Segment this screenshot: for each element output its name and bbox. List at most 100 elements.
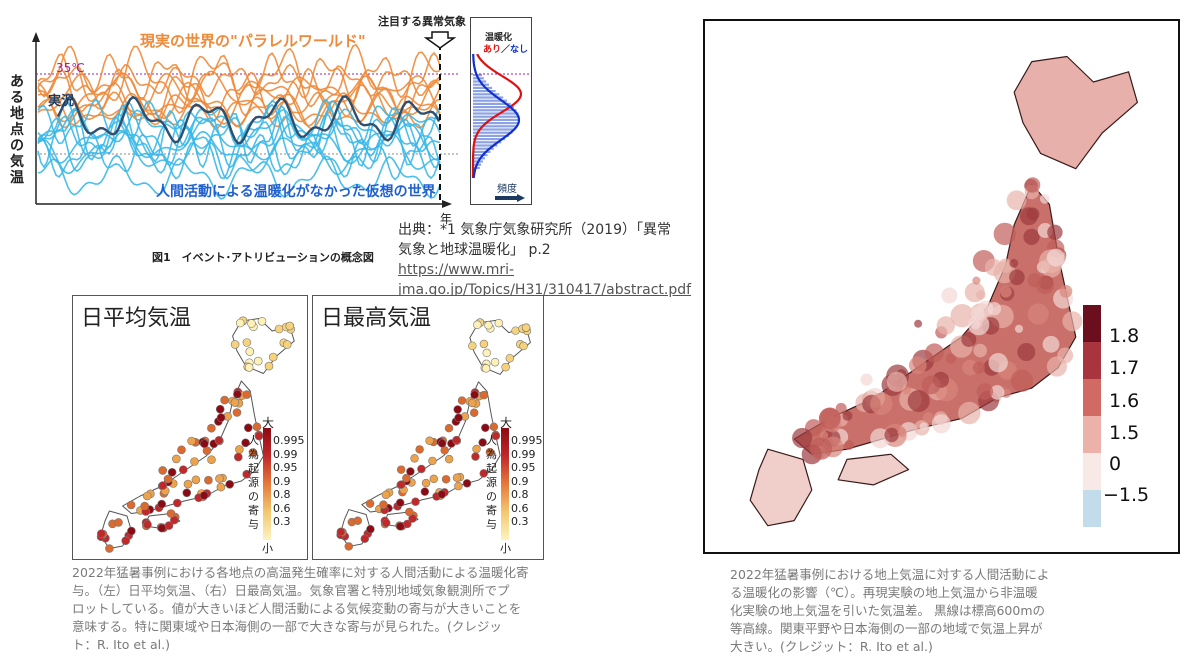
- station-dot: [230, 398, 240, 407]
- station-dot: [484, 321, 493, 330]
- station-dot: [96, 529, 106, 538]
- event-arrow-icon: [423, 31, 457, 49]
- station-dot: [143, 520, 152, 529]
- station-dot: [479, 339, 489, 349]
- scale-value-label: 0.99: [273, 447, 298, 461]
- station-dot: [511, 326, 520, 335]
- map-panel-daily-mean: 日平均気温 大 人為起源の寄与 0.995 0.99 0.95 0.9 0.8 0.6 0.…: [72, 295, 308, 560]
- colorbar-swatch: [1083, 379, 1101, 416]
- station-dot: [470, 390, 479, 399]
- station-dot: [521, 323, 531, 332]
- scale-value-label: 0.95: [273, 461, 298, 474]
- colorbar-swatch: [1083, 342, 1101, 379]
- station-dot: [207, 423, 216, 433]
- histogram-bar: [473, 144, 498, 147]
- station-dot: [179, 465, 188, 474]
- station-dot: [127, 526, 136, 536]
- station-dot: [257, 316, 267, 326]
- station-dot: [200, 439, 209, 448]
- histogram-bar: [473, 109, 517, 112]
- heat-patch: [1046, 248, 1065, 267]
- histogram-bar: [473, 122, 520, 125]
- station-dot: [248, 448, 258, 457]
- station-dot: [264, 361, 274, 371]
- counterfactual-label: 人間活動による温暖化がなかった仮想の世界: [156, 184, 436, 200]
- dist-legend-sep: ／: [501, 45, 511, 55]
- observed-label: 実況: [48, 94, 75, 109]
- heat-patch: [968, 314, 990, 336]
- station-dot: [158, 481, 168, 490]
- station-dot: [519, 341, 528, 351]
- heat-patch: [819, 407, 841, 430]
- with-warming-curve: [471, 54, 523, 178]
- distribution-panel: 温暖化 あり／なし 頻度: [470, 17, 532, 205]
- histogram-bar: [473, 102, 511, 105]
- heat-patch: [945, 353, 957, 364]
- colorbar-label: −1.5: [1103, 484, 1150, 506]
- right-caption-line: る温暖化の影響（℃）。再現実験の地上気温から非温暖: [730, 585, 1038, 600]
- heat-patch: [870, 392, 893, 415]
- map-panel-daily-max: 日最高気温 大 人為起源の寄与 0.995 0.99 0.95 0.9 0.8 0.6 0.…: [312, 295, 544, 560]
- station-dot: [425, 436, 434, 445]
- parallel-world-label: 現実の世界の"パラレルワールド": [140, 32, 366, 50]
- station-dot: [406, 467, 415, 476]
- scale-value-label: 0.8: [273, 488, 291, 501]
- heat-patch: [961, 332, 977, 347]
- left-caption: 2022年猛暑事例における各地点の高温発生確率に対する人間活動による温暖化寄 与…: [72, 564, 672, 654]
- japan-station-map: [336, 318, 532, 551]
- station-dot: [214, 436, 224, 445]
- heat-patch: [923, 412, 934, 424]
- heat-patch: [976, 290, 986, 300]
- station-dot: [336, 527, 346, 537]
- dist-legend: あり／なし: [483, 42, 528, 55]
- counterfactual-series: [37, 108, 441, 149]
- scale-value-label: 0.99: [511, 447, 536, 461]
- station-dot: [207, 455, 216, 464]
- station-dot: [235, 318, 245, 328]
- station-dot: [429, 474, 439, 484]
- y-axis-arrow: [32, 32, 40, 42]
- heat-patch: [1024, 177, 1041, 193]
- japan-station-map: [96, 316, 295, 553]
- heat-patch: [958, 401, 981, 425]
- scale-bar: [263, 428, 271, 540]
- source-url-line-2[interactable]: jma.go.jp/Topics/H31/310417/abstract.pdf: [398, 282, 692, 298]
- x-axis-label: 年: [440, 212, 453, 226]
- scale-legend: 大 人為起源の寄与 0.995 0.99 0.95 0.9 0.8 0.6 0.3 小: [471, 414, 543, 555]
- scale-side-label: 人為起源の寄与: [248, 434, 259, 531]
- station-dot: [121, 536, 131, 545]
- scale-bottom-label: 小: [262, 542, 273, 555]
- station-dot: [233, 389, 242, 399]
- source-line-2: 気象と地球温暖化」 p.2: [398, 242, 551, 258]
- station-dot: [452, 473, 462, 482]
- heat-patch: [914, 319, 923, 328]
- station-dot: [457, 396, 467, 405]
- heat-patch: [984, 258, 1003, 276]
- heat-patch: [902, 386, 912, 395]
- station-dot: [172, 454, 181, 464]
- station-dot: [268, 352, 278, 362]
- heat-patch: [1036, 276, 1054, 295]
- left-caption-line: 与。（左）日平均気温、（右）日最高気温。気象官署と特別地域気象観測所でプ: [72, 583, 510, 598]
- histogram-bar: [473, 112, 519, 115]
- colorbar-label: 1.7: [1109, 357, 1140, 379]
- station-dot: [397, 480, 406, 489]
- scale-value-label: 0.9: [273, 474, 291, 488]
- station-dot: [481, 423, 490, 433]
- histogram-bar: [473, 150, 491, 153]
- station-dot: [158, 466, 167, 475]
- concept-plot: [32, 31, 458, 208]
- station-dot: [444, 423, 454, 433]
- station-dot: [167, 468, 177, 477]
- japan-landmass: [339, 509, 371, 547]
- scale-value-label: 0.6: [511, 501, 529, 515]
- source-url[interactable]: https://www.mri- jma.go.jp/Topics/H31/31…: [398, 260, 700, 300]
- station-dot: [190, 457, 199, 466]
- heat-patch: [897, 427, 907, 437]
- frequency-arrow-icon: [495, 194, 525, 202]
- heat-patch: [921, 375, 941, 395]
- station-dot: [485, 447, 495, 457]
- source-url-line-1[interactable]: https://www.mri-: [398, 262, 515, 278]
- colorbar-swatch: [1083, 305, 1101, 342]
- histogram-bar: [473, 157, 485, 160]
